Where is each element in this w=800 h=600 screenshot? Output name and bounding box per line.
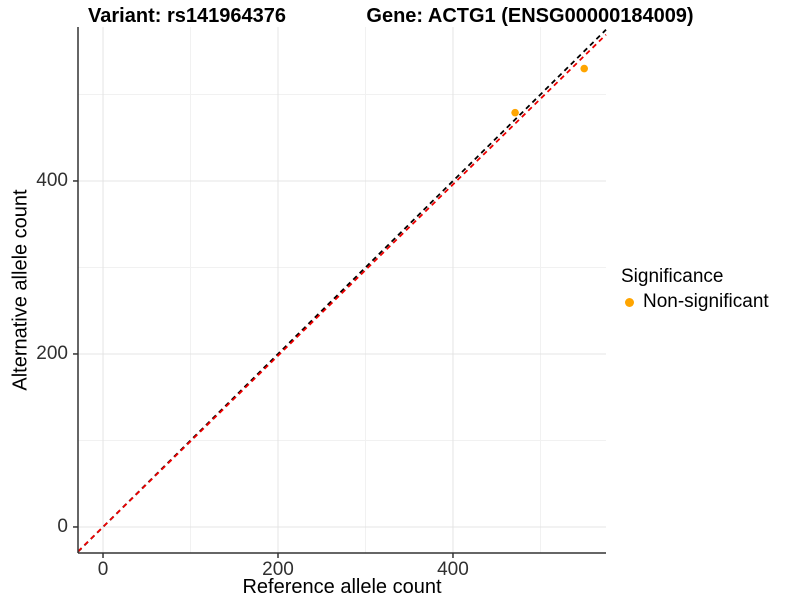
identity-line <box>77 29 607 553</box>
legend-item-label: Non-significant <box>643 291 769 312</box>
gene-title: Gene: ACTG1 (ENSG00000184009) <box>366 5 694 27</box>
x-axis-tick-label: 0 <box>97 559 109 580</box>
x-axis-tick-label: 400 <box>437 559 469 580</box>
data-point <box>580 64 589 73</box>
y-axis-tick-label: 400 <box>36 169 68 191</box>
y-axis-title: Alternative allele count <box>9 189 32 391</box>
legend-key <box>621 297 643 307</box>
y-axis-tick-label: 200 <box>36 342 68 364</box>
x-axis-tick-label: 200 <box>262 559 294 580</box>
x-axis-title: Reference allele count <box>242 576 442 598</box>
y-axis-tick-label: 0 <box>57 515 68 537</box>
fitted-line <box>77 34 607 553</box>
legend-title: Significance <box>621 266 724 287</box>
variant-title: Variant: rs141964376 <box>88 5 286 27</box>
legend: Significance Non-significant <box>621 266 769 313</box>
data-point <box>511 108 519 117</box>
point-swatch-icon <box>625 297 634 307</box>
legend-item: Non-significant <box>621 291 769 313</box>
